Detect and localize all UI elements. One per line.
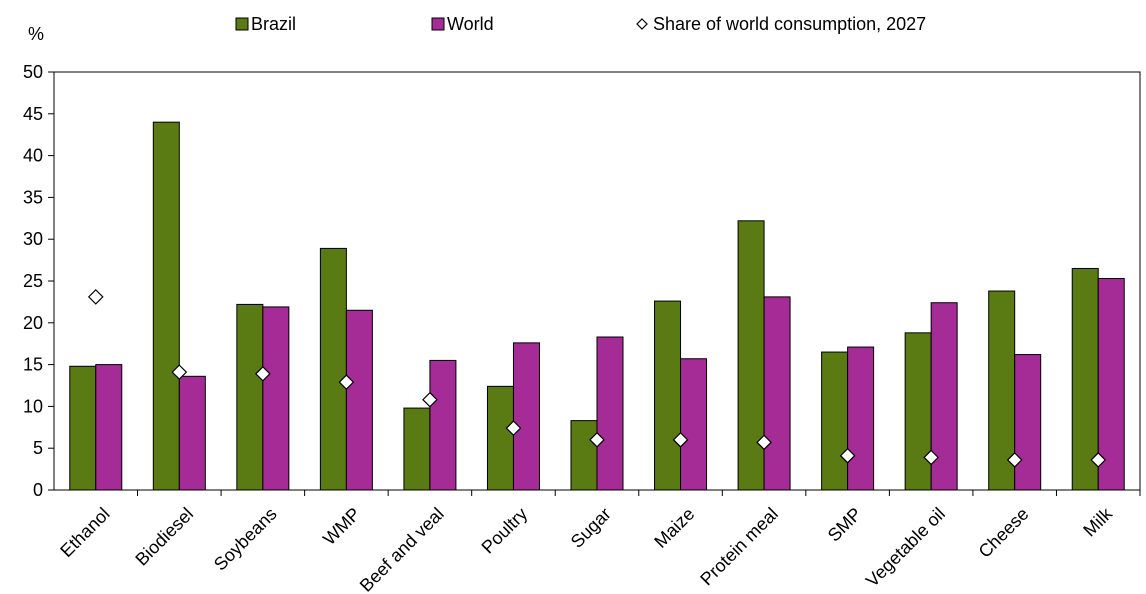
bar-world (930, 302, 958, 491)
x-category-label: Cheese (975, 504, 1033, 562)
marker-share-2027 (589, 431, 605, 448)
y-tick-label: 40 (23, 146, 43, 166)
y-tick-label: 5 (33, 438, 43, 458)
marker-share-2027 (756, 434, 772, 451)
y-tick-label: 20 (23, 313, 43, 333)
plot-border (53, 71, 1141, 491)
y-tick-label: 50 (23, 62, 43, 82)
bar-brazil (403, 407, 431, 491)
bar-brazil (486, 385, 514, 491)
marker-share-2027 (338, 374, 355, 391)
bar-world (178, 375, 206, 491)
y-tick-label: 35 (23, 187, 43, 207)
x-category-label: Maize (650, 504, 698, 552)
y-tick-label: 45 (23, 104, 43, 124)
x-category-label: Beef and veal (356, 504, 448, 594)
plot-frame (53, 71, 1141, 496)
marker-share-2027 (254, 365, 271, 382)
x-category-label: Soybeans (210, 504, 281, 575)
y-axis-unit-label: % (28, 24, 44, 44)
bar-world (680, 358, 708, 491)
y-tick-label: 0 (33, 480, 43, 500)
y-axis: 0 5 10 15 20 25 30 35 40 45 50 (23, 62, 54, 500)
marker-share-2027 (923, 449, 940, 466)
legend-label: Share of world consumption, 2027 (653, 14, 926, 34)
bar-world (345, 309, 373, 491)
x-category-label: Vegetable oil (862, 504, 949, 591)
bar-world (1014, 354, 1042, 491)
y-tick-label: 30 (23, 229, 43, 249)
y-tick-label: 15 (23, 355, 43, 375)
bar-brazil (319, 247, 347, 491)
legend-swatch (636, 18, 648, 30)
legend-label: World (447, 14, 494, 34)
x-category-label: Milk (1079, 503, 1116, 540)
bar-world (429, 359, 457, 491)
x-category-label: Sugar (567, 504, 615, 552)
marker-share-2027 (1006, 452, 1023, 468)
marker-share-2027 (171, 364, 188, 380)
marker-share-2027 (422, 391, 438, 408)
bar-world (262, 306, 290, 491)
legend-swatch (431, 17, 445, 31)
marker-share-2027 (505, 420, 522, 436)
bar-brazil (236, 303, 264, 491)
y-tick-label: 10 (23, 396, 43, 416)
bar-brazil (570, 420, 598, 491)
y-tick-label: 25 (23, 271, 43, 291)
bar-world (847, 346, 875, 491)
x-category-label: Poultry (478, 504, 532, 558)
x-category-label: Ethanol (56, 504, 113, 561)
marker-share-2027 (672, 431, 689, 448)
x-category-label: Protein meal (696, 504, 782, 590)
legend-swatch (235, 17, 249, 31)
marker-share-2027 (1090, 452, 1107, 468)
x-category-label: WMP (319, 504, 364, 549)
bar-world (596, 336, 624, 491)
marker-share-2027 (839, 447, 856, 464)
legend-label: Brazil (251, 14, 296, 34)
bar-brazil (904, 332, 932, 491)
bars-layer (69, 121, 1125, 491)
marker-share-2027 (87, 289, 104, 305)
bar-brazil (152, 121, 180, 491)
bar-world (512, 342, 540, 491)
bar-brazil (654, 300, 682, 491)
x-category-label: Biodiesel (131, 504, 197, 570)
markers-layer (87, 289, 1107, 468)
x-category-label: SMP (824, 504, 866, 546)
bar-brazil (821, 351, 849, 491)
bar-world (95, 364, 123, 491)
bar-brazil (69, 365, 97, 491)
legend: Brazil World Share of world consumption, 2… (235, 14, 926, 34)
bar-world (763, 296, 791, 491)
bar-brazil (737, 220, 765, 491)
